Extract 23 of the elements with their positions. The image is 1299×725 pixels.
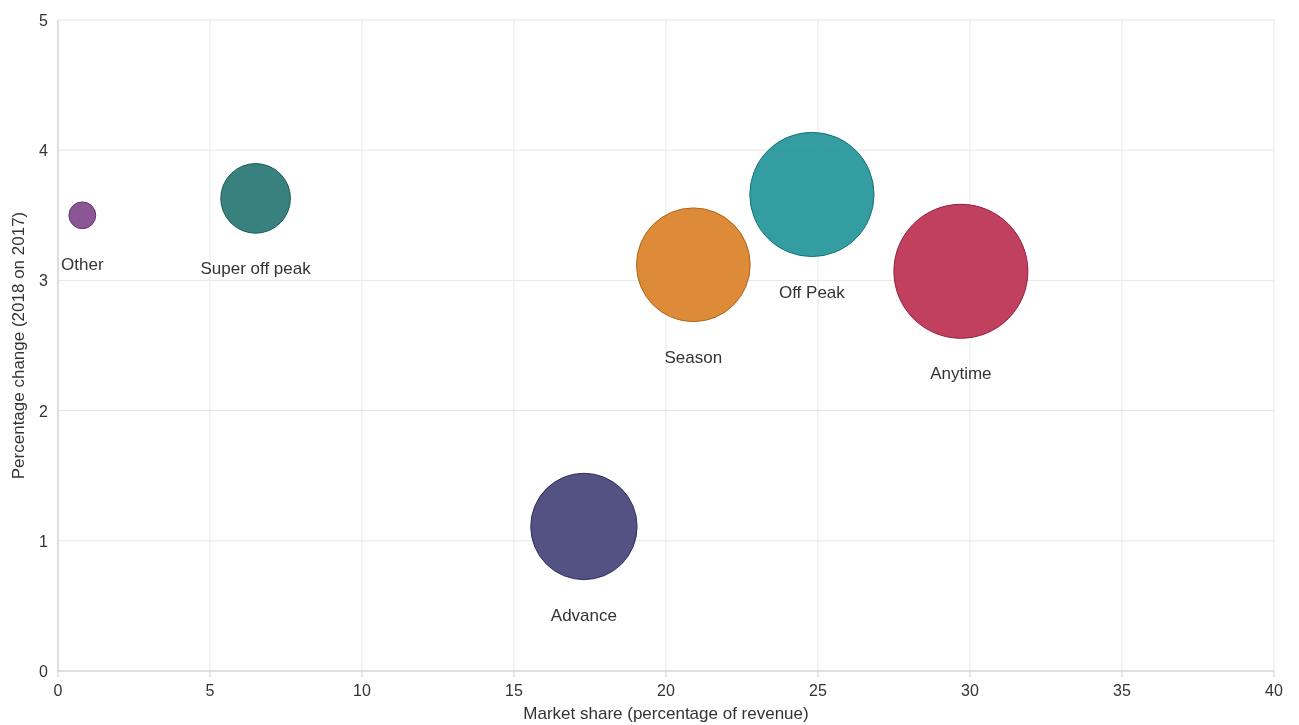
x-tick-label: 35: [1113, 682, 1131, 699]
series-label: Advance: [550, 605, 618, 625]
x-axis-title: Market share (percentage of revenue): [523, 704, 809, 723]
text: Super off peak: [200, 259, 312, 279]
series-label: Other: [61, 254, 104, 274]
y-axis-title: Percentage change (2018 on 2017): [9, 211, 28, 480]
x-tick-label: 10: [353, 682, 371, 699]
y-tick-label: 2: [39, 402, 49, 420]
series-label: Off Peak: [779, 282, 846, 302]
series-label: Anytime: [930, 364, 992, 384]
series-label: Season: [664, 347, 723, 367]
x-tick-label: 15: [505, 682, 523, 699]
y-tick-label: 5: [39, 12, 49, 29]
x-tick-label: 30: [961, 682, 979, 699]
y-tick-label: 3: [39, 272, 49, 290]
x-tick-label: 40: [1265, 682, 1283, 699]
x-tick-label: 0: [53, 682, 63, 699]
y-tick-label: 4: [39, 142, 49, 160]
x-tick-label: 20: [657, 682, 675, 699]
y-tick-label: 0: [39, 663, 49, 680]
y-tick-label: 1: [39, 532, 49, 550]
x-tick-label: 5: [205, 682, 215, 699]
x-tick-label: 25: [809, 682, 827, 699]
